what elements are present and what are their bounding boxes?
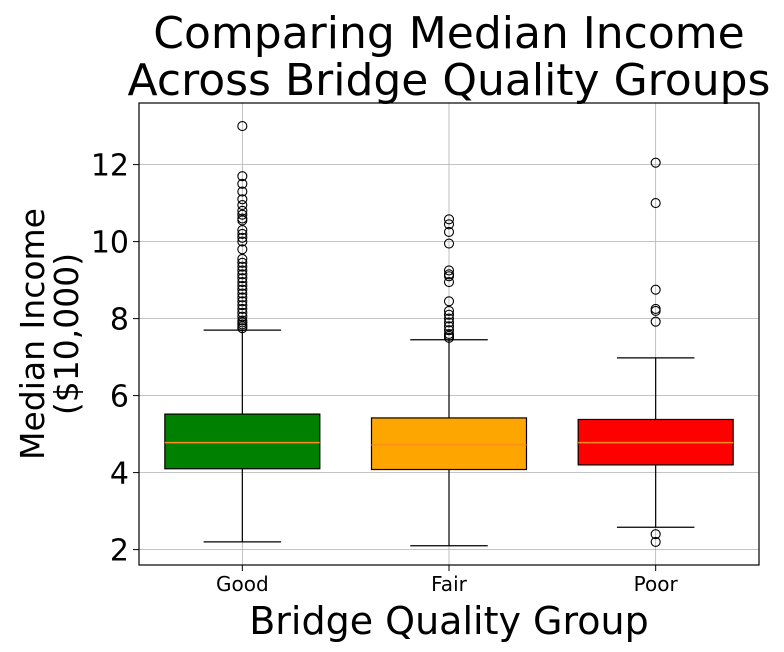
x-tick-label: Good [216, 572, 269, 596]
outlier-point [237, 296, 248, 307]
outlier-point [237, 284, 248, 295]
outlier-point [650, 529, 661, 540]
outlier-point [237, 253, 248, 264]
outlier-point [237, 303, 248, 315]
outlier-point [443, 271, 455, 282]
y-tick-label: 12 [91, 149, 129, 184]
y-axis-label: Median Income ($10,000) [13, 208, 86, 460]
chart-title-line-2: Across Bridge Quality Groups [128, 55, 771, 106]
outlier-point [237, 121, 248, 132]
iqr-box [164, 413, 321, 470]
outlier-point [237, 292, 248, 303]
outlier-point [237, 186, 248, 197]
outlier-point [443, 309, 455, 320]
outlier-point [650, 157, 661, 168]
outlier-point [237, 194, 248, 205]
outlier-point [237, 261, 248, 272]
outlier-point [443, 317, 455, 328]
outlier-point [443, 265, 455, 276]
x-ticks: Good Fair Poor [216, 565, 678, 596]
outlier-point [237, 205, 248, 216]
y-tick-label: 6 [110, 380, 129, 415]
outlier-point [443, 325, 455, 336]
y-tick-label: 10 [91, 226, 129, 261]
x-tick-label: Fair [431, 572, 467, 596]
outlier-point [237, 244, 248, 255]
y-axis-label-line-1: Median Income [13, 208, 52, 460]
x-tick-label: Poor [634, 572, 679, 596]
outlier-point [650, 198, 661, 209]
iqr-box [370, 417, 528, 471]
outlier-point [443, 219, 455, 230]
outlier-point [237, 171, 248, 182]
x-axis-label: Bridge Quality Group [249, 599, 649, 643]
outlier-point [237, 269, 248, 280]
chart-title-line-1: Comparing Median Income [153, 8, 744, 59]
outlier-point [237, 232, 248, 243]
outlier-point [443, 305, 455, 316]
outlier-point [237, 215, 248, 226]
outlier-point [237, 288, 248, 299]
outlier-point [443, 276, 455, 288]
y-tick-label: 4 [110, 457, 129, 492]
outlier-point [237, 225, 248, 236]
outlier-point [237, 265, 248, 276]
outlier-point [650, 536, 661, 547]
outlier-point [237, 323, 248, 334]
box-fair [370, 214, 528, 547]
outlier-point [237, 199, 248, 211]
outlier-point [650, 316, 661, 327]
outlier-point [237, 236, 248, 247]
outlier-point [237, 280, 248, 291]
outlier-point [650, 305, 661, 316]
outlier-point [237, 257, 248, 268]
outlier-point [237, 178, 248, 189]
y-ticks: 2 4 6 8 10 12 [91, 149, 139, 569]
outlier-point [443, 214, 455, 225]
outlier-point [443, 296, 455, 307]
outlier-point [443, 332, 455, 343]
outlier-point [237, 209, 248, 220]
y-axis-label-line-2: ($10,000) [47, 253, 86, 415]
box-poor [577, 157, 734, 547]
outlier-point [237, 300, 248, 311]
outlier-point [443, 238, 455, 249]
outlier-point [237, 228, 248, 239]
outlier-point [237, 311, 248, 322]
outlier-point [237, 276, 248, 288]
y-tick-label: 8 [110, 303, 129, 338]
y-tick-label: 2 [110, 534, 129, 569]
outlier-point [237, 307, 248, 318]
outlier-point [650, 284, 661, 295]
outlier-point [443, 313, 455, 324]
outlier-point [443, 226, 455, 238]
outlier-point [237, 273, 248, 284]
box-good [164, 121, 321, 543]
outlier-point [443, 321, 455, 332]
boxes [164, 121, 734, 547]
